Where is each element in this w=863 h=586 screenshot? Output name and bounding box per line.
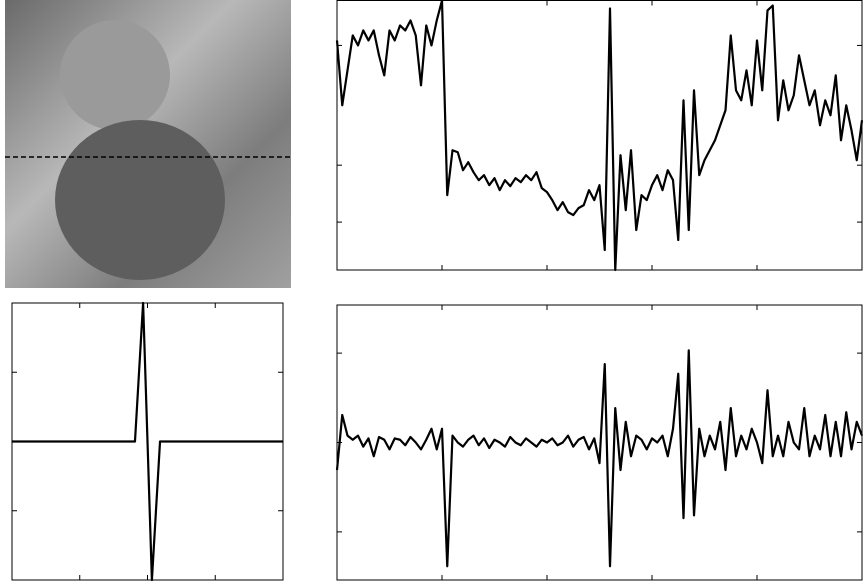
- signal-line: [335, 349, 863, 568]
- photo: [5, 0, 291, 288]
- photo-figure-head: [60, 20, 170, 130]
- signal-line: [335, 0, 863, 272]
- photo-figure-body: [55, 120, 225, 280]
- signal-line: [12, 301, 283, 582]
